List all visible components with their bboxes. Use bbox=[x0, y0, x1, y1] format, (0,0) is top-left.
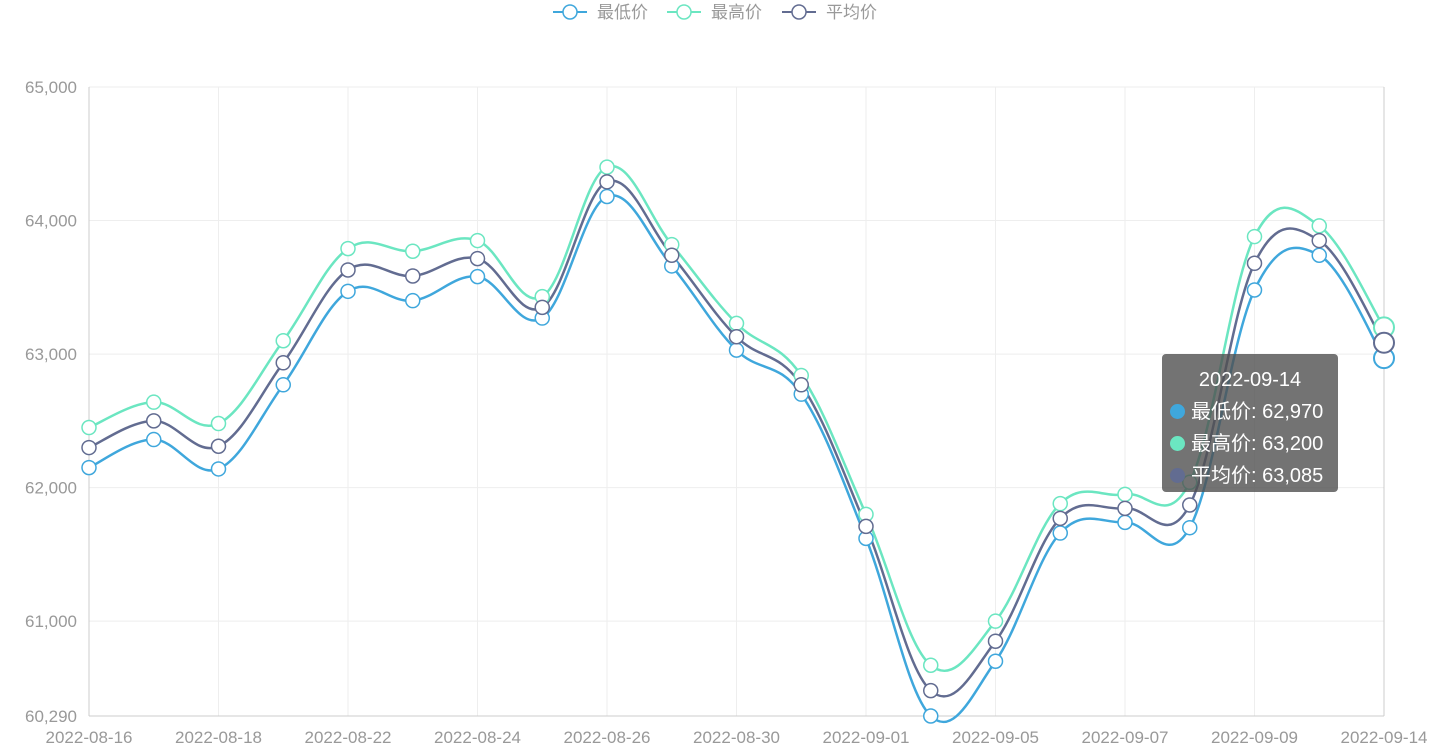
series-avg-point[interactable] bbox=[81, 439, 97, 456]
series-avg-point[interactable] bbox=[923, 682, 939, 699]
series-low-point[interactable] bbox=[81, 459, 97, 476]
tooltip-date: 2022-09-14 bbox=[1198, 369, 1302, 391]
series-low-point[interactable] bbox=[1246, 282, 1263, 298]
series-high-point[interactable] bbox=[1117, 486, 1133, 503]
tooltip-row-avg: 平均价: 63,085 bbox=[1170, 460, 1338, 492]
y-tick-label: 63,000 bbox=[25, 345, 77, 364]
series-high-point[interactable] bbox=[405, 243, 421, 260]
x-tick-label: 2022-08-30 bbox=[693, 728, 780, 747]
y-tick-label: 64,000 bbox=[25, 212, 77, 231]
series-avg-point[interactable] bbox=[599, 174, 615, 190]
series-avg-point[interactable] bbox=[210, 438, 227, 454]
series-avg-point[interactable] bbox=[1052, 510, 1068, 527]
series-high-point[interactable] bbox=[987, 613, 1004, 629]
series-low-point[interactable] bbox=[1182, 519, 1198, 536]
series-avg-point[interactable] bbox=[1246, 255, 1263, 272]
series-high-point[interactable] bbox=[1246, 228, 1263, 245]
series-low-point[interactable] bbox=[469, 268, 486, 285]
series-high-point[interactable] bbox=[275, 332, 291, 349]
series-high-point[interactable] bbox=[728, 315, 745, 332]
series-avg-point[interactable] bbox=[469, 250, 486, 267]
tooltip-row-high: 最高价: 63,200 bbox=[1170, 428, 1338, 460]
legend-circle-icon bbox=[791, 4, 807, 20]
x-tick-label: 2022-08-18 bbox=[175, 728, 262, 747]
series-low-point[interactable] bbox=[599, 188, 615, 205]
legend-circle-icon bbox=[562, 4, 578, 20]
series-low-point[interactable] bbox=[923, 708, 939, 724]
series-avg-point[interactable] bbox=[1311, 232, 1327, 249]
series-high-point[interactable] bbox=[599, 159, 615, 175]
series-low-point[interactable] bbox=[146, 431, 162, 448]
series-low-point[interactable] bbox=[1117, 514, 1133, 531]
series-avg-point[interactable] bbox=[1373, 331, 1395, 354]
legend-item-avg[interactable]: 平均价 bbox=[782, 3, 877, 22]
x-tick-label: 2022-09-14 bbox=[1341, 728, 1428, 747]
series-avg-point[interactable] bbox=[405, 268, 421, 284]
legend-item-low[interactable]: 最低价 bbox=[553, 3, 648, 22]
series-avg-point[interactable] bbox=[858, 518, 874, 535]
legend-label: 最低价 bbox=[597, 3, 648, 22]
tooltip-high-text: 最高价: 63,200 bbox=[1191, 433, 1324, 455]
legend-label: 最高价 bbox=[711, 3, 762, 22]
series-avg-point[interactable] bbox=[340, 262, 356, 278]
series-high-point[interactable] bbox=[210, 415, 227, 432]
series-high-point[interactable] bbox=[469, 232, 486, 249]
legend[interactable]: 最低价 最高价 平均价 bbox=[553, 3, 877, 22]
series-avg-point[interactable] bbox=[1117, 500, 1133, 517]
series-high-point[interactable] bbox=[1052, 495, 1068, 512]
series-avg-point[interactable] bbox=[793, 377, 809, 393]
chart-tooltip: 2022-09-14 最低价: 62,970 最高价: 63,200 平均价: … bbox=[1162, 354, 1338, 492]
series-low-point[interactable] bbox=[987, 653, 1004, 669]
axis-layer: 65,000 64,000 63,000 62,000 61,000 60,290 2022… bbox=[25, 78, 1427, 747]
series-high-point[interactable] bbox=[923, 657, 939, 674]
y-tick-label: 62,000 bbox=[25, 479, 77, 498]
x-tick-label: 2022-08-22 bbox=[305, 728, 392, 747]
series-avg-point[interactable] bbox=[534, 299, 550, 316]
x-tick-label: 2022-09-01 bbox=[823, 728, 910, 747]
x-tick-label: 2022-08-16 bbox=[46, 728, 133, 747]
y-tick-label: 65,000 bbox=[25, 78, 77, 97]
x-tick-label: 2022-08-26 bbox=[564, 728, 651, 747]
series-high-point[interactable] bbox=[146, 394, 162, 410]
series-low-point[interactable] bbox=[210, 461, 227, 477]
tooltip-avg-marker bbox=[1170, 468, 1185, 483]
series-low-point[interactable] bbox=[405, 292, 421, 309]
series-low-point[interactable] bbox=[1311, 247, 1327, 264]
series-high-point[interactable] bbox=[81, 419, 97, 436]
series-low-point[interactable] bbox=[728, 342, 745, 358]
series-high-point[interactable] bbox=[340, 240, 356, 257]
y-tick-label: 61,000 bbox=[25, 612, 77, 631]
series-avg-point[interactable] bbox=[1182, 497, 1198, 513]
series-avg-point[interactable] bbox=[987, 633, 1004, 649]
series-high-point[interactable] bbox=[1311, 218, 1327, 234]
x-tick-label: 2022-09-09 bbox=[1211, 728, 1298, 747]
legend-label: 平均价 bbox=[826, 3, 877, 22]
series-avg-point[interactable] bbox=[275, 355, 291, 371]
series-low-point[interactable] bbox=[340, 283, 356, 300]
y-tick-label: 60,290 bbox=[25, 707, 77, 726]
tooltip-avg-text: 平均价: 63,085 bbox=[1191, 465, 1324, 487]
x-tick-label: 2022-09-05 bbox=[952, 728, 1039, 747]
tooltip-low-text: 最低价: 62,970 bbox=[1191, 401, 1324, 423]
x-tick-label: 2022-08-24 bbox=[434, 728, 521, 747]
legend-item-high[interactable]: 最高价 bbox=[667, 3, 762, 22]
series-layer bbox=[81, 159, 1395, 724]
tooltip-low-marker bbox=[1170, 404, 1185, 419]
tooltip-row-low: 最低价: 62,970 bbox=[1170, 396, 1338, 428]
series-avg-point[interactable] bbox=[664, 247, 680, 264]
series-low-point[interactable] bbox=[275, 377, 291, 393]
series-low-point[interactable] bbox=[1052, 525, 1068, 541]
x-tick-label: 2022-09-07 bbox=[1082, 728, 1169, 747]
tooltip-high-marker bbox=[1170, 436, 1185, 451]
series-avg-point[interactable] bbox=[728, 328, 745, 345]
series-avg-point[interactable] bbox=[146, 413, 162, 429]
legend-circle-icon bbox=[676, 4, 692, 20]
